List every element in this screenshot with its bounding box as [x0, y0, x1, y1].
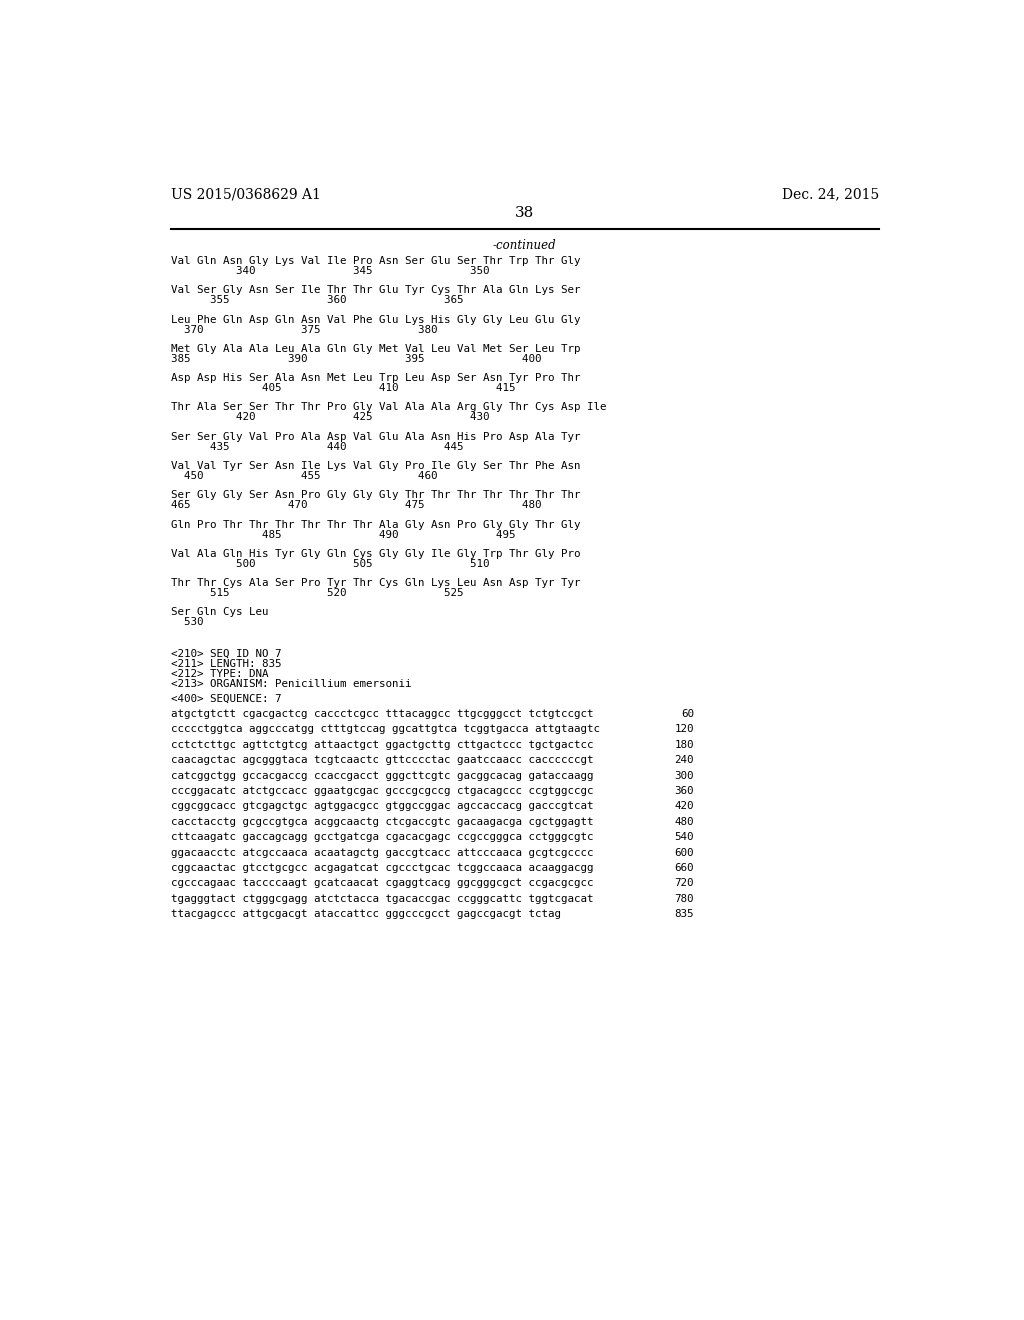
Text: cacctacctg gcgccgtgca acggcaactg ctcgaccgtc gacaagacga cgctggagtt: cacctacctg gcgccgtgca acggcaactg ctcgacc… — [171, 817, 593, 826]
Text: Val Ser Gly Asn Ser Ile Thr Thr Glu Tyr Cys Thr Ala Gln Lys Ser: Val Ser Gly Asn Ser Ile Thr Thr Glu Tyr … — [171, 285, 581, 296]
Text: 120: 120 — [674, 725, 693, 734]
Text: cgcccagaac taccccaagt gcatcaacat cgaggtcacg ggcgggcgct ccgacgcgcc: cgcccagaac taccccaagt gcatcaacat cgaggtc… — [171, 878, 593, 888]
Text: cttcaagatc gaccagcagg gcctgatcga cgacacgagc ccgccgggca cctgggcgtc: cttcaagatc gaccagcagg gcctgatcga cgacacg… — [171, 832, 593, 842]
Text: Asp Asp His Ser Ala Asn Met Leu Trp Leu Asp Ser Asn Tyr Pro Thr: Asp Asp His Ser Ala Asn Met Leu Trp Leu … — [171, 374, 581, 383]
Text: Leu Phe Gln Asp Gln Asn Val Phe Glu Lys His Gly Gly Leu Glu Gly: Leu Phe Gln Asp Gln Asn Val Phe Glu Lys … — [171, 314, 581, 325]
Text: cggcggcacc gtcgagctgc agtggacgcc gtggccggac agccaccacg gacccgtcat: cggcggcacc gtcgagctgc agtggacgcc gtggccg… — [171, 801, 593, 812]
Text: 600: 600 — [674, 847, 693, 858]
Text: <213> ORGANISM: Penicillium emersonii: <213> ORGANISM: Penicillium emersonii — [171, 678, 411, 689]
Text: 340               345               350: 340 345 350 — [171, 267, 489, 276]
Text: 485               490               495: 485 490 495 — [171, 529, 515, 540]
Text: atgctgtctt cgacgactcg caccctcgcc tttacaggcc ttgcgggcct tctgtccgct: atgctgtctt cgacgactcg caccctcgcc tttacag… — [171, 709, 593, 719]
Text: Met Gly Ala Ala Leu Ala Gln Gly Met Val Leu Val Met Ser Leu Trp: Met Gly Ala Ala Leu Ala Gln Gly Met Val … — [171, 345, 581, 354]
Text: Ser Gln Cys Leu: Ser Gln Cys Leu — [171, 607, 268, 618]
Text: cccggacatc atctgccacc ggaatgcgac gcccgcgccg ctgacagccc ccgtggccgc: cccggacatc atctgccacc ggaatgcgac gcccgcg… — [171, 785, 593, 796]
Text: 515               520               525: 515 520 525 — [171, 589, 463, 598]
Text: 465               470               475               480: 465 470 475 480 — [171, 500, 541, 511]
Text: 500               505               510: 500 505 510 — [171, 558, 489, 569]
Text: ttacgagccc attgcgacgt ataccattcc gggcccgcct gagccgacgt tctag: ttacgagccc attgcgacgt ataccattcc gggcccg… — [171, 909, 560, 919]
Text: 180: 180 — [674, 739, 693, 750]
Text: Val Val Tyr Ser Asn Ile Lys Val Gly Pro Ile Gly Ser Thr Phe Asn: Val Val Tyr Ser Asn Ile Lys Val Gly Pro … — [171, 461, 581, 471]
Text: Thr Thr Cys Ala Ser Pro Tyr Thr Cys Gln Lys Leu Asn Asp Tyr Tyr: Thr Thr Cys Ala Ser Pro Tyr Thr Cys Gln … — [171, 578, 581, 587]
Text: ggacaacctc atcgccaaca acaatagctg gaccgtcacc attcccaaca gcgtcgcccc: ggacaacctc atcgccaaca acaatagctg gaccgtc… — [171, 847, 593, 858]
Text: cggcaactac gtcctgcgcc acgagatcat cgccctgcac tcggccaaca acaaggacgg: cggcaactac gtcctgcgcc acgagatcat cgccctg… — [171, 863, 593, 873]
Text: cctctcttgc agttctgtcg attaactgct ggactgcttg cttgactccc tgctgactcc: cctctcttgc agttctgtcg attaactgct ggactgc… — [171, 739, 593, 750]
Text: -continued: -continued — [493, 239, 557, 252]
Text: tgagggtact ctgggcgagg atctctacca tgacaccgac ccgggcattc tggtcgacat: tgagggtact ctgggcgagg atctctacca tgacacc… — [171, 894, 593, 904]
Text: 480: 480 — [674, 817, 693, 826]
Text: catcggctgg gccacgaccg ccaccgacct gggcttcgtc gacggcacag gataccaagg: catcggctgg gccacgaccg ccaccgacct gggcttc… — [171, 771, 593, 780]
Text: 450               455               460: 450 455 460 — [171, 471, 437, 480]
Text: 780: 780 — [674, 894, 693, 904]
Text: 360: 360 — [674, 785, 693, 796]
Text: <400> SEQUENCE: 7: <400> SEQUENCE: 7 — [171, 693, 282, 704]
Text: 405               410               415: 405 410 415 — [171, 383, 515, 393]
Text: 835: 835 — [674, 909, 693, 919]
Text: 60: 60 — [681, 709, 693, 719]
Text: Thr Ala Ser Ser Thr Thr Pro Gly Val Ala Ala Arg Gly Thr Cys Asp Ile: Thr Ala Ser Ser Thr Thr Pro Gly Val Ala … — [171, 403, 606, 412]
Text: US 2015/0368629 A1: US 2015/0368629 A1 — [171, 187, 321, 202]
Text: 540: 540 — [674, 832, 693, 842]
Text: 420: 420 — [674, 801, 693, 812]
Text: Ser Ser Gly Val Pro Ala Asp Val Glu Ala Asn His Pro Asp Ala Tyr: Ser Ser Gly Val Pro Ala Asp Val Glu Ala … — [171, 432, 581, 442]
Text: caacagctac agcgggtaca tcgtcaactc gttcccctac gaatccaacc caccccccgt: caacagctac agcgggtaca tcgtcaactc gttcccc… — [171, 755, 593, 766]
Text: 355               360               365: 355 360 365 — [171, 296, 463, 305]
Text: Val Gln Asn Gly Lys Val Ile Pro Asn Ser Glu Ser Thr Trp Thr Gly: Val Gln Asn Gly Lys Val Ile Pro Asn Ser … — [171, 256, 581, 267]
Text: Val Ala Gln His Tyr Gly Gln Cys Gly Gly Ile Gly Trp Thr Gly Pro: Val Ala Gln His Tyr Gly Gln Cys Gly Gly … — [171, 549, 581, 558]
Text: 300: 300 — [674, 771, 693, 780]
Text: <212> TYPE: DNA: <212> TYPE: DNA — [171, 669, 268, 678]
Text: <210> SEQ ID NO 7: <210> SEQ ID NO 7 — [171, 649, 282, 659]
Text: <211> LENGTH: 835: <211> LENGTH: 835 — [171, 659, 282, 669]
Text: ccccctggtca aggcccatgg ctttgtccag ggcattgtca tcggtgacca attgtaagtc: ccccctggtca aggcccatgg ctttgtccag ggcatt… — [171, 725, 600, 734]
Text: 420               425               430: 420 425 430 — [171, 412, 489, 422]
Text: 530: 530 — [171, 618, 203, 627]
Text: Ser Gly Gly Ser Asn Pro Gly Gly Gly Thr Thr Thr Thr Thr Thr Thr: Ser Gly Gly Ser Asn Pro Gly Gly Gly Thr … — [171, 490, 581, 500]
Text: 720: 720 — [674, 878, 693, 888]
Text: 660: 660 — [674, 863, 693, 873]
Text: Gln Pro Thr Thr Thr Thr Thr Thr Ala Gly Asn Pro Gly Gly Thr Gly: Gln Pro Thr Thr Thr Thr Thr Thr Ala Gly … — [171, 520, 581, 529]
Text: 370               375               380: 370 375 380 — [171, 325, 437, 335]
Text: 385               390               395               400: 385 390 395 400 — [171, 354, 541, 364]
Text: 38: 38 — [515, 206, 535, 220]
Text: 435               440               445: 435 440 445 — [171, 442, 463, 451]
Text: Dec. 24, 2015: Dec. 24, 2015 — [781, 187, 879, 202]
Text: 240: 240 — [674, 755, 693, 766]
